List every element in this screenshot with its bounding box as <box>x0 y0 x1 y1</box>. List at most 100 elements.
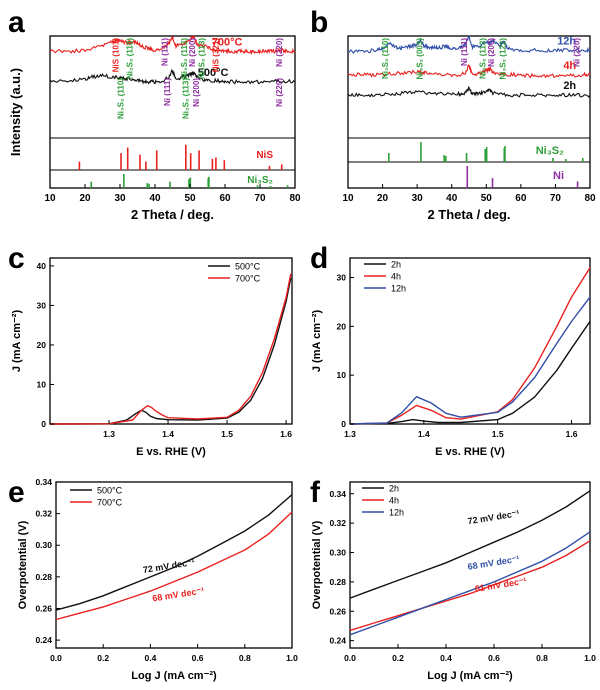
x-tick-label-a-2: 30 <box>114 193 126 204</box>
series-line-c-0 <box>49 277 292 425</box>
reference-label-b-0: Ni₃S₂ <box>536 145 564 157</box>
peak-label-b-0: Ni₃S₂ (110) <box>381 38 390 79</box>
x-axis-label-f: Log J (mA cm⁻²) <box>427 670 513 682</box>
legend-entry-d-2: 12h <box>391 284 406 294</box>
peak-label-a-10: Ni₃S₂ (113) <box>182 78 191 119</box>
series-label-b-2: 2h <box>563 80 576 92</box>
y-tick-label-f-5: 0.34 <box>329 489 346 499</box>
x-tick-label-a-5: 60 <box>219 193 231 204</box>
peak-label-a-4: Ni (200) <box>188 38 197 67</box>
x-tick-label-a-0: 10 <box>44 193 56 204</box>
legend-entry-c-0: 500°C <box>235 262 261 272</box>
series-line-a-0 <box>49 35 296 56</box>
peak-label-b-1: Ni₃S₂ (003) <box>416 38 425 80</box>
lsv-panel-c: 1.3 1.4 1.5 1.6 0 10 20 30 40 E vs. RHE (V) J (mA … <box>11 257 293 458</box>
x-tick-label-e-0: 0.0 <box>50 653 62 663</box>
series-line-f-1 <box>349 540 591 632</box>
x-tick-label-b-6: 70 <box>550 193 562 204</box>
x-tick-label-f-1: 0.2 <box>392 653 404 663</box>
peak-label-a-1: Ni₃S₂ (110) <box>125 38 134 79</box>
x-tick-label-e-3: 0.6 <box>192 653 204 663</box>
y-tick-label-e-1: 0.26 <box>35 603 52 613</box>
legend-entry-d-1: 4h <box>391 272 401 282</box>
legend-entry-d-0: 2h <box>391 260 401 270</box>
y-tick-label-f-0: 0.24 <box>329 636 346 646</box>
axes-frame-d <box>349 257 591 425</box>
peak-label-b-2: Ni (111) <box>460 38 469 66</box>
x-axis-label-b: 2 Theta / deg. <box>427 207 510 222</box>
peak-label-b-6: Ni (220) <box>573 38 582 67</box>
y-tick-label-f-3: 0.30 <box>329 548 346 558</box>
peak-label-a-12: Ni (220) <box>275 78 284 107</box>
y-tick-label-f-1: 0.26 <box>329 606 346 616</box>
y-axis-label-d: J (mA cm⁻²) <box>311 310 323 373</box>
x-tick-label-f-4: 0.8 <box>536 653 548 663</box>
tafel-panel-e: 0.0 0.2 0.4 0.6 0.8 1.0 0.24 0.26 0.28 0.30 0.32 0.… <box>17 477 298 682</box>
x-tick-label-f-0: 0.0 <box>344 653 356 663</box>
series-label-a-0: 700°C <box>212 36 243 48</box>
reference-label-b-1: Ni <box>553 170 564 182</box>
panel-label-a: a <box>8 6 25 39</box>
series-line-b-2 <box>347 85 591 98</box>
panel-label-b: b <box>310 6 328 39</box>
x-tick-label-a-4: 50 <box>184 193 196 204</box>
series-label-b-1: 4h <box>563 60 576 72</box>
y-axis-label-e: Overpotential (V) <box>17 520 29 609</box>
series-line-b-0 <box>347 35 591 55</box>
series-line-d-0 <box>349 321 591 425</box>
y-tick-label-e-0: 0.24 <box>35 635 52 645</box>
x-tick-label-f-5: 1.0 <box>584 653 596 663</box>
x-tick-label-d-3: 1.6 <box>566 429 578 439</box>
series-label-a-1: 500°C <box>198 67 229 79</box>
x-tick-label-b-3: 40 <box>446 193 458 204</box>
axes-frame-e <box>55 481 293 649</box>
axes-frame-a <box>49 35 296 189</box>
legend-entry-e-0: 500°C <box>97 486 123 496</box>
x-axis-label-d: E vs. RHE (V) <box>435 446 505 458</box>
x-tick-label-e-1: 0.2 <box>97 653 109 663</box>
y-tick-label-e-5: 0.34 <box>35 477 52 487</box>
reference-label-a-2: Ni <box>263 0 273 3</box>
x-tick-label-a-6: 70 <box>254 193 266 204</box>
x-tick-label-b-7: 80 <box>584 193 596 204</box>
x-tick-label-b-1: 20 <box>377 193 389 204</box>
series-line-f-2 <box>349 531 591 636</box>
x-tick-label-a-3: 40 <box>149 193 161 204</box>
series-line-e-1 <box>55 511 293 621</box>
y-tick-label-f-2: 0.28 <box>329 577 346 587</box>
legend-entry-c-1: 700°C <box>235 274 261 284</box>
peak-label-a-9: Ni (111) <box>163 78 172 106</box>
series-line-f-0 <box>349 490 591 599</box>
x-tick-label-b-4: 50 <box>481 193 493 204</box>
y-tick-label-d-1: 10 <box>337 370 347 380</box>
series-line-d-1 <box>349 267 591 425</box>
peak-label-a-3: Ni₃S₂ (113) <box>180 38 189 79</box>
legend-entry-e-1: 700°C <box>97 498 123 508</box>
peak-label-b-3: Ni₃S₂ (113) <box>479 38 488 79</box>
x-tick-label-d-0: 1.3 <box>344 429 356 439</box>
x-tick-label-f-2: 0.4 <box>440 653 452 663</box>
legend-entry-f-1: 4h <box>389 496 399 506</box>
x-axis-label-a: 2 Theta / deg. <box>131 207 214 222</box>
peak-label-a-11: Ni (200) <box>192 78 201 107</box>
axes-frame-c <box>49 257 293 425</box>
y-tick-label-d-0: 0 <box>341 419 346 429</box>
panel-label-d: d <box>310 242 328 275</box>
y-tick-label-e-3: 0.30 <box>35 540 52 550</box>
y-tick-label-e-2: 0.28 <box>35 572 52 582</box>
x-tick-label-e-2: 0.4 <box>144 653 156 663</box>
peak-label-a-5: Ni₃S₂ (113) <box>198 38 207 79</box>
legend-entry-f-2: 12h <box>389 508 404 518</box>
legend-entry-f-0: 2h <box>389 484 399 494</box>
peak-label-a-6: NiS (321) <box>212 38 221 73</box>
y-axis-label-f: Overpotential (V) <box>311 520 323 609</box>
y-tick-label-c-1: 10 <box>37 379 47 389</box>
x-tick-label-c-3: 1.6 <box>280 429 292 439</box>
y-tick-label-c-3: 30 <box>37 300 47 310</box>
reference-label-a-1: Ni₃S₂ <box>247 175 273 186</box>
x-tick-label-f-3: 0.6 <box>488 653 500 663</box>
x-tick-label-d-1: 1.4 <box>418 429 430 439</box>
y-tick-label-c-4: 40 <box>37 261 47 271</box>
x-tick-label-b-5: 60 <box>515 193 527 204</box>
xrd-panel-a: 700°C 500°C NiS (101) Ni₃S₂ (110) Ni (111) Ni… <box>8 0 301 222</box>
